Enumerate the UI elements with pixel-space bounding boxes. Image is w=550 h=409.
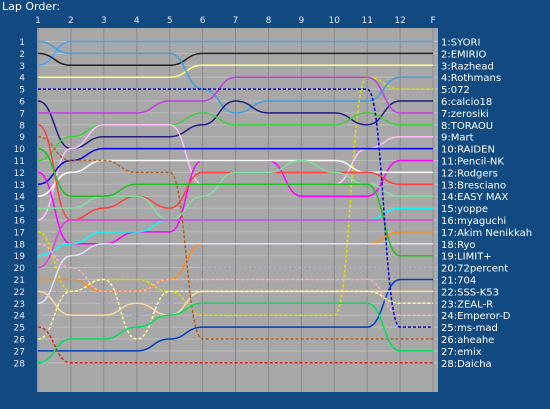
x-tick-label: 7 [233,16,239,26]
series-line [37,326,433,364]
series-line [37,124,433,221]
chart-title: Lap Order: [2,0,61,13]
x-tick-label: 1 [35,16,41,26]
legend-label: 4:Rothmans [441,73,501,84]
series-line [38,64,433,78]
y-tick-label: 27 [14,347,25,357]
x-tick-label: 6 [200,16,206,26]
y-tick-label: 15 [14,205,25,215]
x-tick-label: 9 [298,16,304,26]
y-tick-label: 19 [14,252,26,262]
y-tick-label: 11 [14,157,25,167]
series-line [37,40,433,67]
legend-label: 28:Daicha [441,359,492,370]
y-tick-label: 4 [19,74,25,84]
series-line [38,76,433,114]
series-line [37,219,433,269]
legend-label: 12:Rodgers [441,168,498,179]
legend-label: 5:072 [441,85,470,96]
y-tick-label: 18 [14,240,26,250]
legend-label: 15:yoppe [441,204,488,215]
y-tick-label: 16 [14,217,26,227]
x-tick-label: 12 [394,16,405,26]
y-tick-label: 22 [14,288,25,298]
legend-label: 24:Emperor-D [441,311,511,322]
plot-area [37,28,438,392]
legend-label: 3:Razhead [441,61,494,72]
x-tick-label: 4 [134,16,140,26]
series-line [37,243,433,316]
y-tick-label: 25 [14,324,25,334]
legend-label: 9:Mart [441,133,474,144]
series-line [38,278,433,352]
x-tick-label: 5 [167,16,173,26]
x-tick-label: 2 [68,16,74,26]
legend-label: 16:myaguchi [441,216,506,227]
y-tick-label: 28 [14,359,26,369]
series-line [37,135,433,340]
y-tick-label: 13 [14,181,25,191]
legend-label: 27:emix [441,347,482,358]
legend-label: 19:LIMIT+ [441,252,492,263]
series-line [37,100,433,150]
y-tick-label: 7 [19,109,25,119]
legend-label: 13:Bresciano [441,180,506,191]
y-tick-label: 2 [19,50,25,60]
legend-label: 8:TORAOU [441,121,493,132]
y-tick-label: 20 [14,264,26,274]
legend-label: 21:704 [441,276,476,287]
y-tick-label: 23 [14,300,25,310]
series-line [38,88,433,328]
legend-label: 7:zerosiki [441,109,489,120]
series-line [37,147,433,257]
series-line [37,302,433,364]
y-tick-label: 10 [14,145,26,155]
y-tick-label: 17 [14,228,25,238]
x-tick-label: F [430,16,435,26]
x-tick-label: 8 [266,16,272,26]
legend-label: 23:ZEAL-R [441,299,493,310]
legend-label: 22:SSS-K53 [441,287,499,298]
y-tick-label: 6 [19,98,25,108]
y-tick-label: 24 [14,312,26,322]
series-line [37,266,433,316]
series-line [37,147,433,186]
legend-label: 25:ms-mad [441,323,498,334]
series-line [37,52,433,67]
y-tick-label: 5 [19,86,25,96]
legend-label: 26:aheahe [441,335,494,346]
y-tick-label: 8 [19,121,25,131]
x-tick-label: 10 [329,16,341,26]
series-line [37,40,434,114]
y-tick-label: 14 [14,193,26,203]
legend-label: 10:RAIDEN [441,145,495,156]
y-tick-label: 3 [19,62,25,72]
y-tick-label: 26 [14,336,26,346]
x-tick-label: 11 [361,16,372,26]
legend-label: 6:calcio18 [441,97,492,108]
y-tick-label: 9 [19,133,25,143]
legend-label: 17:Akim Nenikkah [441,228,532,239]
legend-label: 14:EASY MAX [441,192,508,203]
series-line [37,278,433,340]
x-tick-label: 3 [101,16,107,26]
legend-label: 11:Pencil-NK [441,157,504,168]
y-tick-label: 21 [14,276,25,286]
legend-label: 18:Ryo [441,240,476,251]
legend-label: 1:SYORI [441,38,480,49]
y-tick-label: 1 [19,38,25,48]
legend-label: 20:72percent [441,264,508,275]
legend-label: 2:EMIRIO [441,49,487,60]
y-tick-label: 12 [14,169,25,179]
series-line [37,243,433,305]
